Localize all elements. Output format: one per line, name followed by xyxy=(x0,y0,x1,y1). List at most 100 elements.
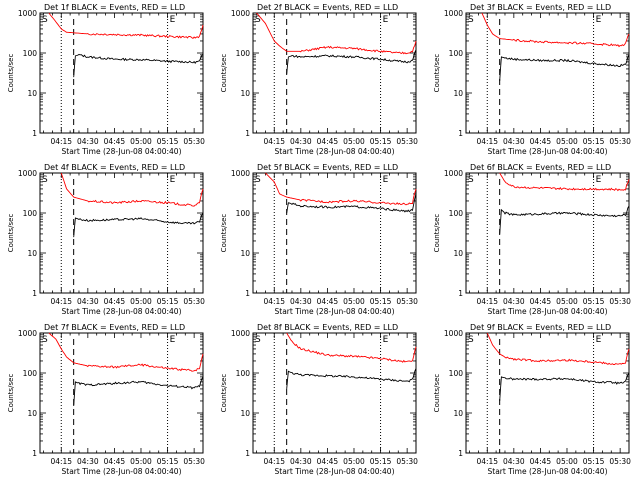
y-tick-label: 1000 xyxy=(231,9,250,18)
y-tick-label: 1 xyxy=(32,449,37,458)
chart-panel: 1 10 100 1000 04:15 04:30 04:45 05:00 05:15 05:30… xyxy=(433,3,631,156)
start-marker-label: S xyxy=(255,15,261,25)
series-events-line xyxy=(73,53,204,78)
plot-frame xyxy=(39,172,204,294)
series-lld-line xyxy=(256,12,417,55)
x-tick-label: 04:30 xyxy=(290,297,312,306)
series-events-line xyxy=(286,368,417,389)
x-tick-label: 05:00 xyxy=(343,457,365,466)
x-tick-label: 04:15 xyxy=(50,137,72,146)
chart-panel: 1 10 100 1000 04:15 04:30 04:45 05:00 05:15 05:30… xyxy=(7,323,205,476)
x-tick-label: 04:15 xyxy=(476,297,498,306)
plot-frame xyxy=(252,332,417,454)
series-events-line xyxy=(73,376,204,407)
y-tick-label: 100 xyxy=(23,369,38,378)
chart-panel: 1 10 100 1000 04:15 04:30 04:45 05:00 05:15 05:30… xyxy=(220,3,418,156)
x-axis-label: Start Time (28-Jun-08 04:00:40) xyxy=(488,147,608,156)
y-tick-label: 10 xyxy=(453,249,463,258)
x-tick-label: 04:45 xyxy=(317,457,339,466)
x-tick-label: 05:15 xyxy=(157,297,179,306)
y-tick-label: 10 xyxy=(240,249,250,258)
x-tick-label: 04:15 xyxy=(263,457,285,466)
start-marker-label: S xyxy=(255,175,261,185)
series-lld-line xyxy=(499,172,630,192)
x-tick-label: 05:30 xyxy=(183,297,205,306)
x-tick-label: 05:15 xyxy=(157,137,179,146)
series-events-line xyxy=(286,193,417,214)
end-marker-label: E xyxy=(383,175,389,185)
x-tick-label: 04:45 xyxy=(530,137,552,146)
x-tick-label: 04:15 xyxy=(50,457,72,466)
series-events-line xyxy=(286,49,417,74)
x-tick-label: 05:30 xyxy=(609,137,631,146)
start-marker-label: S xyxy=(468,175,474,185)
x-tick-label: 04:30 xyxy=(503,137,525,146)
x-tick-label: 05:00 xyxy=(130,297,152,306)
y-tick-label: 1 xyxy=(245,289,250,298)
x-axis-label: Start Time (28-Jun-08 04:00:40) xyxy=(488,307,608,316)
y-tick-label: 10 xyxy=(27,89,37,98)
x-tick-label: 04:15 xyxy=(263,137,285,146)
y-tick-label: 1 xyxy=(458,289,463,298)
x-tick-label: 04:30 xyxy=(77,297,99,306)
y-tick-label: 1000 xyxy=(231,169,250,178)
plot-frame xyxy=(252,172,417,294)
chart-title: Det 5f BLACK = Events, RED = LLD xyxy=(257,163,398,172)
y-tick-label: 1 xyxy=(458,449,463,458)
chart-title: Det 8f BLACK = Events, RED = LLD xyxy=(257,323,398,332)
y-tick-label: 100 xyxy=(449,369,464,378)
end-marker-label: E xyxy=(383,15,389,25)
x-tick-label: 05:00 xyxy=(556,457,578,466)
start-marker-label: S xyxy=(468,15,474,25)
x-tick-label: 05:15 xyxy=(583,297,605,306)
chart-panel: 1 10 100 1000 04:15 04:30 04:45 05:00 05:15 05:30… xyxy=(7,3,205,156)
series-lld-line xyxy=(48,332,204,372)
x-tick-label: 05:30 xyxy=(396,457,418,466)
end-marker-label: E xyxy=(170,175,176,185)
x-tick-label: 05:00 xyxy=(343,297,365,306)
y-axis-label: Counts/sec xyxy=(433,214,441,253)
y-tick-label: 10 xyxy=(240,409,250,418)
chart-title: Det 7f BLACK = Events, RED = LLD xyxy=(44,323,185,332)
y-tick-label: 1 xyxy=(245,449,250,458)
x-tick-label: 04:15 xyxy=(476,457,498,466)
y-axis-label: Counts/sec xyxy=(7,54,15,93)
x-tick-label: 04:15 xyxy=(50,297,72,306)
start-marker-label: S xyxy=(42,15,48,25)
x-tick-label: 04:45 xyxy=(317,137,339,146)
x-tick-label: 05:30 xyxy=(609,297,631,306)
y-axis-label: Counts/sec xyxy=(220,214,228,253)
x-tick-label: 05:15 xyxy=(370,297,392,306)
y-axis-label: Counts/sec xyxy=(220,374,228,413)
x-tick-label: 05:15 xyxy=(583,137,605,146)
x-tick-label: 04:30 xyxy=(503,457,525,466)
y-tick-label: 10 xyxy=(27,249,37,258)
y-tick-label: 1000 xyxy=(18,169,37,178)
plot-frame xyxy=(39,332,204,454)
y-axis-label: Counts/sec xyxy=(7,374,15,413)
plot-frame xyxy=(252,12,417,134)
y-tick-label: 1 xyxy=(245,129,250,138)
chart-title: Det 9f BLACK = Events, RED = LLD xyxy=(470,323,611,332)
y-tick-label: 100 xyxy=(236,209,251,218)
start-marker-label: S xyxy=(42,175,48,185)
x-tick-label: 05:00 xyxy=(556,137,578,146)
end-marker-label: E xyxy=(596,175,602,185)
x-axis-label: Start Time (28-Jun-08 04:00:40) xyxy=(488,467,608,476)
plot-frame xyxy=(39,12,204,134)
y-tick-label: 1 xyxy=(458,129,463,138)
y-axis-label: Counts/sec xyxy=(433,374,441,413)
end-marker-label: E xyxy=(596,15,602,25)
x-axis-label: Start Time (28-Jun-08 04:00:40) xyxy=(275,147,395,156)
y-axis-label: Counts/sec xyxy=(7,214,15,253)
y-axis-label: Counts/sec xyxy=(220,54,228,93)
y-tick-label: 10 xyxy=(240,89,250,98)
series-events-line xyxy=(499,372,630,402)
x-tick-label: 04:30 xyxy=(77,457,99,466)
chart-panel: 1 10 100 1000 04:15 04:30 04:45 05:00 05:15 05:30… xyxy=(433,323,631,476)
chart-title: Det 4f BLACK = Events, RED = LLD xyxy=(44,163,185,172)
x-tick-label: 04:45 xyxy=(104,297,126,306)
chart-panel: 1 10 100 1000 04:15 04:30 04:45 05:00 05:15 05:30… xyxy=(433,163,631,316)
y-tick-label: 1000 xyxy=(231,329,250,338)
